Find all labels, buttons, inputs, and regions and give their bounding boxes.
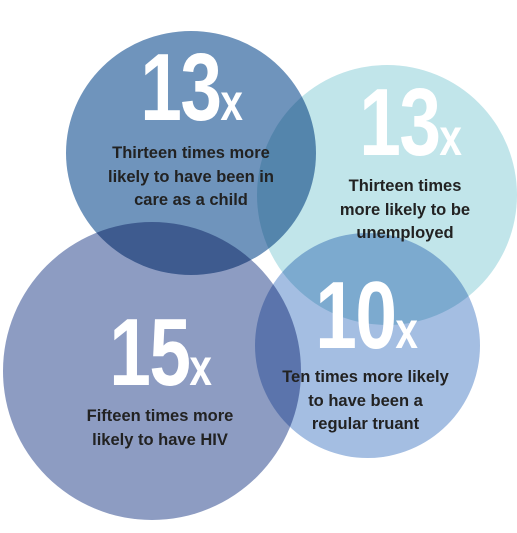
truant-circle [255, 233, 480, 458]
care-line-1: Thirteen times more [112, 144, 270, 162]
care-line-3: care as a child [134, 191, 248, 210]
truant-fact: 10x Ten times more likely to have been a… [253, 268, 478, 437]
truant-line-1: Ten times more likely [282, 368, 449, 386]
unemployed-number: 13 [359, 69, 441, 176]
truant-suffix: x [395, 302, 418, 360]
hiv-number: 15 [109, 299, 191, 406]
truant-number: 10 [314, 262, 397, 369]
care-description: Thirteen times more likely to have been … [66, 142, 316, 213]
care-multiplier: 13x [140, 40, 244, 136]
truant-line-3: regular truant [311, 415, 420, 434]
care-number: 13 [140, 34, 222, 141]
unemployed-line-3: unemployed [356, 224, 454, 243]
truant-description: Ten times more likely to have been a reg… [253, 366, 478, 437]
unemployed-suffix: x [439, 109, 463, 167]
hiv-line-2: likely to have HIV [92, 430, 228, 449]
hiv-description: Fifteen times more likely to have HIV [50, 405, 270, 452]
unemployed-line-2: more likely to be [339, 200, 471, 219]
hiv-fact: 15x Fifteen times more likely to have HI… [50, 305, 270, 452]
hiv-circle [3, 222, 301, 520]
unemployed-multiplier: 13x [359, 75, 463, 171]
truant-multiplier: 10x [315, 268, 418, 364]
hiv-multiplier: 15x [109, 305, 213, 401]
care-suffix: x [220, 74, 244, 132]
care-fact: 13x Thirteen times more likely to have b… [66, 40, 316, 213]
hiv-line-1: Fifteen times more [86, 407, 234, 425]
hiv-suffix: x [189, 339, 213, 397]
truant-line-2: to have been a [308, 391, 423, 410]
care-line-2: likely to have been in [108, 167, 274, 186]
unemployed-fact: 13x Thirteen times more likely to be une… [300, 75, 517, 246]
unemployed-description: Thirteen times more likely to be unemplo… [290, 175, 517, 246]
unemployed-line-1: Thirteen times [348, 177, 462, 195]
